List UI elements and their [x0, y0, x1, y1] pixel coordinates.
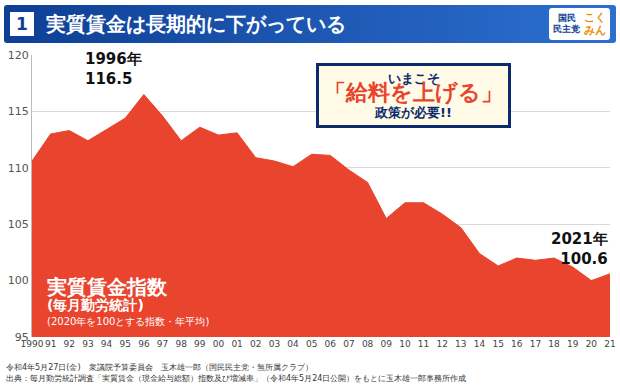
- svg-text:13: 13: [455, 339, 466, 349]
- svg-text:16: 16: [511, 339, 523, 349]
- svg-text:15: 15: [492, 339, 503, 349]
- svg-text:94: 94: [101, 339, 113, 349]
- svg-text:1996年116.5: 1996年116.5: [85, 50, 142, 88]
- svg-text:03: 03: [269, 339, 280, 349]
- svg-text:91: 91: [45, 339, 56, 349]
- svg-text:1990: 1990: [21, 339, 44, 349]
- svg-text:11: 11: [418, 339, 429, 349]
- svg-text:95: 95: [120, 339, 131, 349]
- svg-text:105: 105: [8, 218, 29, 231]
- svg-text:97: 97: [157, 339, 168, 349]
- svg-text:99: 99: [194, 339, 206, 349]
- svg-text:21: 21: [604, 339, 615, 349]
- svg-text:00: 00: [213, 339, 225, 349]
- svg-text:98: 98: [175, 339, 187, 349]
- svg-text:18: 18: [548, 339, 560, 349]
- svg-text:07: 07: [343, 339, 354, 349]
- svg-text:20: 20: [586, 339, 598, 349]
- html-text:こく: こく: [584, 11, 606, 24]
- svg-text:10: 10: [399, 339, 411, 349]
- svg-text:96: 96: [138, 339, 150, 349]
- svg-text:05: 05: [306, 339, 317, 349]
- svg-text:02: 02: [250, 339, 261, 349]
- svg-text:19: 19: [567, 339, 579, 349]
- svg-text:100: 100: [8, 274, 29, 287]
- svg-text:01: 01: [231, 339, 242, 349]
- svg-text:92: 92: [64, 339, 75, 349]
- svg-text:115: 115: [8, 105, 29, 118]
- svg-text:いまこそ「給料を上げる」政策が必要!!: いまこそ「給料を上げる」政策が必要!!: [324, 71, 503, 120]
- svg-text:95: 95: [15, 331, 29, 344]
- svg-text:2021年100.6: 2021年100.6: [551, 230, 608, 268]
- svg-text:110: 110: [8, 162, 29, 175]
- html-text:実質賃金は長期的に下がっている: 実質賃金は長期的に下がっている: [46, 11, 346, 36]
- html-text:みん: みん: [584, 24, 606, 37]
- svg-text:09: 09: [381, 339, 393, 349]
- html-text:1: 1: [16, 14, 28, 34]
- html-text:国民: 国民: [557, 13, 576, 23]
- svg-text:12: 12: [436, 339, 447, 349]
- html-text:令和4年5月27日(金) 衆議院予算委員会 玉木雄一郎（国民: 令和4年5月27日(金) 衆議院予算委員会 玉木雄一郎（国民民主党・無所属クラブ…: [6, 363, 313, 372]
- svg-text:120: 120: [8, 49, 29, 62]
- svg-text:04: 04: [287, 339, 299, 349]
- html-text:民主党: 民主党: [553, 24, 580, 34]
- svg-text:08: 08: [362, 339, 374, 349]
- svg-text:17: 17: [530, 339, 541, 349]
- svg-text:06: 06: [325, 339, 337, 349]
- svg-text:93: 93: [82, 339, 93, 349]
- html-text:出典：毎月勤労統計調査「実質賃金（現金給与総額）指数及び増減: 出典：毎月勤労統計調査「実質賃金（現金給与総額）指数及び増減率」（令和4年5月2…: [6, 374, 467, 383]
- svg-text:14: 14: [474, 339, 486, 349]
- svg-text:実質賃金指数(毎月勤労統計)(2020年を100とする指数・: 実質賃金指数(毎月勤労統計)(2020年を100とする指数・年平均): [46, 275, 209, 327]
